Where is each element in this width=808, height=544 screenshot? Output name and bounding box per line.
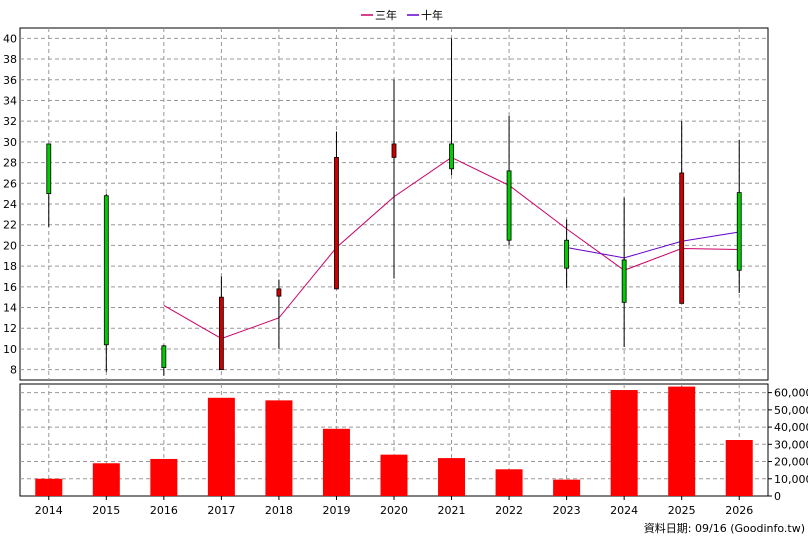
- volume-bar: [438, 458, 466, 496]
- candle-body: [276, 288, 282, 297]
- x-axis: 2014 2015 2016 2017 2018 2019 2020 2021 2022 2023…: [35, 496, 753, 517]
- volume-tick-label: 20,000: [774, 456, 808, 469]
- candle-body: [218, 296, 224, 371]
- volume-tick-label: 30,000: [774, 438, 808, 451]
- candle-body: [736, 192, 742, 271]
- volume-bar: [725, 440, 753, 496]
- legend-label-10y: 十年: [421, 8, 443, 22]
- x-tick-label: 2014: [35, 504, 63, 517]
- candle-body: [334, 157, 339, 290]
- price-tick-label: 10: [3, 343, 17, 356]
- x-tick-label: 2026: [725, 504, 753, 517]
- volume-bar: [35, 478, 63, 496]
- x-tick-label: 2025: [668, 504, 696, 517]
- price-tick-label: 34: [3, 94, 17, 107]
- volume-panel: 0 10,000 20,000 30,000 40,000 50,000 60,000: [19, 383, 808, 503]
- candle-body: [679, 172, 685, 304]
- volume-bar: [207, 397, 235, 496]
- price-tick-label: 40: [3, 32, 17, 45]
- volume-tick-label: 60,000: [774, 387, 808, 400]
- x-tick-label: 2018: [265, 504, 293, 517]
- x-tick-label: 2023: [553, 504, 581, 517]
- candle-body: [449, 143, 454, 170]
- price-tick-label: 8: [10, 364, 17, 377]
- x-tick-label: 2020: [380, 504, 408, 517]
- volume-bar: [610, 390, 638, 496]
- volume-bar: [92, 463, 120, 496]
- volume-tick-label: 0: [774, 490, 781, 503]
- series-line-十年: [566, 231, 740, 259]
- price-tick-label: 32: [3, 115, 17, 128]
- volume-bar: [150, 458, 178, 496]
- volume-tick-label: 40,000: [774, 421, 808, 434]
- price-tick-label: 30: [3, 136, 17, 149]
- volume-bar: [495, 469, 523, 496]
- legend-label-3y: 三年: [375, 8, 397, 22]
- volume-bar: [668, 386, 696, 496]
- x-tick-label: 2021: [438, 504, 466, 517]
- candle-body: [564, 239, 570, 269]
- price-tick-label: 24: [3, 198, 17, 211]
- x-tick-label: 2022: [495, 504, 523, 517]
- volume-tick-label: 50,000: [774, 404, 808, 417]
- x-tick-label: 2015: [92, 504, 120, 517]
- x-tick-label: 2019: [322, 504, 350, 517]
- legend: 三年 十年: [361, 8, 443, 22]
- price-tick-label: 22: [3, 219, 17, 232]
- volume-bar: [553, 479, 581, 496]
- price-tick-label: 36: [3, 74, 17, 87]
- candle-body: [103, 195, 109, 346]
- price-tick-label: 16: [3, 281, 17, 294]
- candle-body: [46, 143, 52, 195]
- x-tick-label: 2016: [150, 504, 178, 517]
- candle-body: [161, 345, 167, 368]
- source-note: 資料日期: 09/16 (Goodinfo.tw): [644, 521, 805, 535]
- price-tick-label: 26: [3, 177, 17, 190]
- price-tick-label: 38: [3, 53, 17, 66]
- price-tick-label: 18: [3, 260, 17, 273]
- price-panel: 8 10 12 14 16 18 20 22 24 26 28 30 32 34 36 38 40: [3, 27, 769, 381]
- volume-bar: [322, 428, 350, 496]
- volume-tick-label: 10,000: [774, 473, 808, 486]
- price-tick-label: 20: [3, 239, 17, 252]
- volume-bar: [380, 454, 408, 496]
- volume-bar: [265, 400, 293, 496]
- candle-body: [621, 259, 627, 303]
- price-tick-label: 14: [3, 302, 17, 315]
- price-tick-label: 28: [3, 157, 17, 170]
- candle-body: [391, 143, 397, 158]
- x-tick-label: 2024: [610, 504, 638, 517]
- price-tick-label: 12: [3, 322, 17, 335]
- x-tick-label: 2017: [207, 504, 235, 517]
- candle-body: [506, 170, 512, 241]
